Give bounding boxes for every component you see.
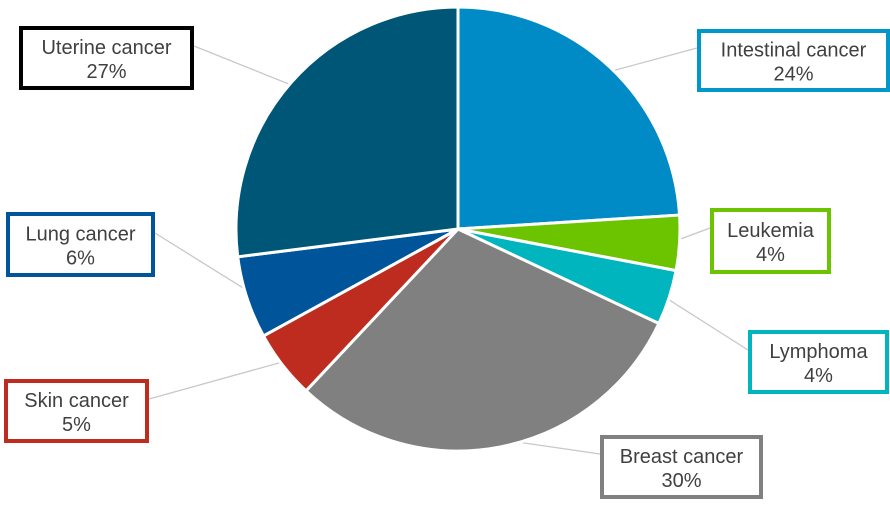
pie-slice-uterine-cancer	[234, 5, 460, 259]
leader-line	[193, 45, 298, 89]
data-label-value: 30%	[661, 470, 701, 492]
data-label-box	[19, 26, 194, 90]
leader-line	[154, 232, 255, 296]
data-label-value: 27%	[86, 61, 126, 83]
data-label-box	[748, 330, 889, 394]
pie-slices	[234, 5, 682, 453]
data-label-value: 24%	[773, 64, 813, 86]
data-label-category: Intestinal cancer	[721, 40, 867, 62]
data-label-box	[710, 208, 831, 274]
data-label-value: 6%	[66, 248, 95, 270]
data-label-category: Skin cancer	[24, 390, 129, 412]
data-label-category: Breast cancer	[620, 446, 744, 468]
data-label-box	[697, 29, 890, 92]
pie-slice-breast-cancer	[304, 227, 661, 453]
data-label-value: 5%	[62, 414, 91, 436]
leader-line	[661, 294, 749, 351]
leader-line	[604, 47, 698, 74]
data-label-box	[6, 212, 155, 277]
data-label-category: Lymphoma	[769, 341, 868, 363]
data-label-box	[600, 435, 763, 499]
data-label-category: Leukemia	[727, 220, 815, 242]
data-label-box	[4, 379, 149, 443]
data-label-category: Uterine cancer	[41, 37, 171, 59]
data-label-value: 4%	[804, 365, 833, 387]
data-labels: Intestinal cancer24%Leukemia4%Lymphoma4%…	[4, 26, 890, 499]
data-label-category: Lung cancer	[25, 224, 135, 246]
pie-slice-intestinal-cancer	[456, 5, 682, 231]
data-label-value: 4%	[756, 244, 785, 266]
leader-line	[148, 359, 290, 400]
